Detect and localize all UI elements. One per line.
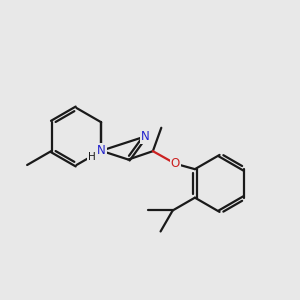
Text: H: H [88, 152, 96, 163]
Text: N: N [97, 144, 106, 157]
Text: N: N [141, 130, 149, 143]
Text: O: O [171, 157, 180, 170]
